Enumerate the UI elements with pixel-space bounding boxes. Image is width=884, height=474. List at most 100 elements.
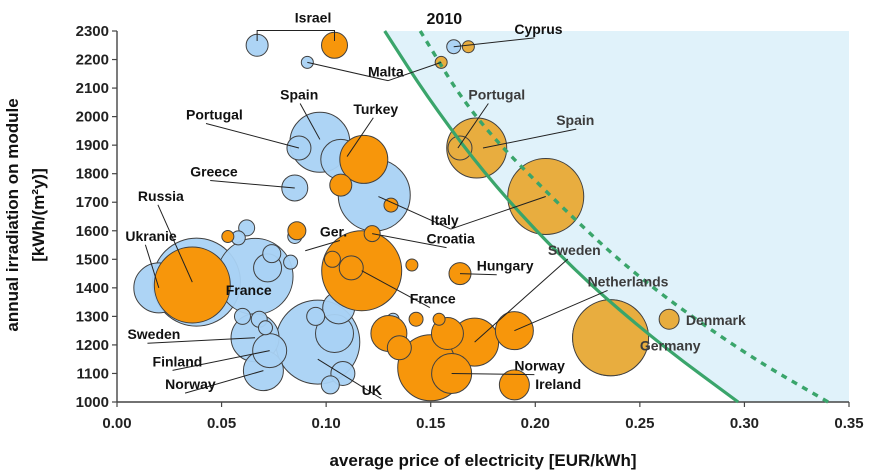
y-axis-title-line-2: [kWh/(m²y)] bbox=[29, 168, 48, 261]
orange-bubble bbox=[386, 335, 412, 361]
label-netherlands: Netherlands bbox=[588, 273, 669, 289]
label-cyprus: Cyprus bbox=[514, 21, 562, 37]
israel-bracket bbox=[256, 29, 336, 41]
y-tick-label: 1700 bbox=[76, 194, 109, 211]
y-tick-label: 2000 bbox=[76, 109, 109, 126]
orange-bubble bbox=[153, 246, 231, 324]
leader-line bbox=[451, 372, 535, 376]
orange-bubble bbox=[323, 250, 341, 268]
leader-line bbox=[387, 61, 442, 82]
label-sweden: Sweden bbox=[548, 242, 601, 258]
label-ukranie: Ukranie bbox=[125, 228, 177, 244]
leader-line bbox=[514, 289, 608, 332]
label-croatia: Croatia bbox=[427, 231, 475, 247]
y-tick-label: 1900 bbox=[76, 137, 109, 154]
leader-line bbox=[305, 239, 341, 252]
orange-bubble bbox=[405, 258, 419, 272]
label-2010: 2010 bbox=[427, 11, 463, 28]
leader-line bbox=[307, 61, 389, 82]
label-uk: UK bbox=[362, 382, 382, 398]
leader-line bbox=[346, 117, 374, 157]
leader-line bbox=[474, 258, 569, 343]
label-ger-: Ger. bbox=[320, 223, 347, 239]
orange-bubble bbox=[408, 311, 424, 327]
shaded-region bbox=[384, 31, 849, 402]
blue-bubble bbox=[300, 55, 314, 69]
leader-line bbox=[450, 196, 546, 230]
dotted-curve bbox=[418, 30, 829, 404]
leader-line bbox=[453, 37, 535, 48]
label-spain: Spain bbox=[556, 112, 594, 128]
leader-line bbox=[361, 270, 431, 308]
label-spain: Spain bbox=[280, 86, 318, 102]
leader-line bbox=[144, 244, 160, 288]
bubbles bbox=[133, 31, 680, 402]
leader-line bbox=[157, 204, 193, 283]
blue-bubble bbox=[283, 254, 299, 270]
blue-bubble bbox=[257, 320, 273, 336]
y-tick-label: 2100 bbox=[76, 80, 109, 97]
label-germany: Germany bbox=[640, 338, 701, 354]
y-axis-title-line-1: annual irradiation on module bbox=[3, 98, 22, 331]
label-denmark: Denmark bbox=[686, 312, 746, 328]
label-sweden: Sweden bbox=[127, 326, 180, 342]
label-portugal: Portugal bbox=[468, 86, 525, 102]
leader-line bbox=[459, 273, 497, 276]
y-tick-label: 1300 bbox=[76, 308, 109, 325]
solid-curve bbox=[383, 30, 740, 404]
shaded-region-fill bbox=[384, 31, 849, 402]
label-ireland: Ireland bbox=[535, 376, 581, 392]
leader-line bbox=[210, 180, 295, 189]
label-malta: Malta bbox=[368, 64, 404, 80]
orange-bubble bbox=[329, 173, 353, 197]
y-tick-label: 1600 bbox=[76, 223, 109, 240]
y-tick-label: 2300 bbox=[76, 23, 109, 40]
leader-line bbox=[378, 196, 451, 230]
leader-line bbox=[147, 337, 256, 344]
y-tick-label: 1400 bbox=[76, 280, 109, 297]
gold-bubble bbox=[572, 299, 650, 377]
orange-bubble bbox=[338, 255, 364, 281]
leader-line bbox=[482, 128, 577, 149]
leader-lines bbox=[144, 29, 608, 400]
x-tick-label: 0.05 bbox=[207, 415, 236, 432]
leader-line bbox=[299, 103, 321, 140]
y-tick-label: 1800 bbox=[76, 166, 109, 183]
gold-bubble bbox=[461, 40, 475, 54]
leader-line bbox=[205, 122, 300, 149]
blue-bubble bbox=[306, 306, 326, 326]
gold-bubble bbox=[447, 135, 473, 161]
orange-bubble bbox=[287, 221, 307, 241]
label-france: France bbox=[226, 282, 272, 298]
label-greece: Greece bbox=[190, 164, 238, 180]
leader-line bbox=[457, 103, 489, 149]
orange-bubble bbox=[339, 134, 389, 184]
x-tick-label: 0.20 bbox=[521, 415, 550, 432]
axes: 0.00 0.05 0.10 0.15 0.20 0.25 0.30 0.35 1000 1100… bbox=[76, 23, 864, 432]
label-norway: Norway bbox=[514, 358, 565, 374]
x-tick-label: 0.00 bbox=[102, 415, 131, 432]
leader-line bbox=[372, 233, 447, 249]
y-tick-label: 1200 bbox=[76, 337, 109, 354]
label-norway: Norway bbox=[165, 376, 216, 392]
x-axis-title: average price of electricity [EUR/kWh] bbox=[329, 451, 636, 470]
annotations: Israel 2010 Cyprus Malta Portugal Spain Spain T… bbox=[125, 9, 746, 397]
label-hungary: Hungary bbox=[477, 258, 534, 274]
y-tick-label: 1100 bbox=[76, 365, 109, 382]
label-italy: Italy bbox=[431, 212, 459, 228]
blue-bubble bbox=[320, 375, 340, 395]
orange-bubble bbox=[221, 229, 235, 243]
label-israel: Israel bbox=[295, 9, 332, 25]
y-tick-label: 1500 bbox=[76, 251, 109, 268]
x-tick-label: 0.35 bbox=[834, 415, 863, 432]
gold-bubble bbox=[658, 308, 680, 330]
label-finland: Finland bbox=[153, 353, 203, 369]
label-russia: Russia bbox=[138, 188, 184, 204]
orange-bubble bbox=[498, 369, 530, 401]
leader-line bbox=[184, 370, 264, 394]
y-tick-label: 1000 bbox=[76, 394, 109, 411]
x-tick-label: 0.15 bbox=[416, 415, 445, 432]
blue-bubble bbox=[233, 307, 251, 325]
blue-bubble bbox=[262, 244, 282, 264]
